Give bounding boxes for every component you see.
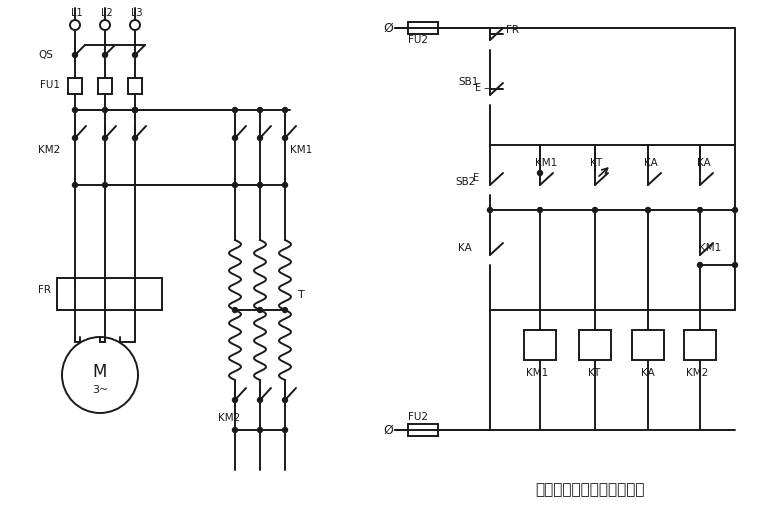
Text: KA: KA xyxy=(641,368,655,378)
Text: SB1: SB1 xyxy=(458,77,478,87)
Text: KA: KA xyxy=(697,158,711,168)
Circle shape xyxy=(73,135,77,141)
Circle shape xyxy=(698,263,703,267)
Text: FU2: FU2 xyxy=(408,35,428,45)
Bar xyxy=(408,424,438,436)
Text: SB2: SB2 xyxy=(455,177,475,187)
Bar xyxy=(68,78,82,94)
Circle shape xyxy=(62,337,138,413)
Circle shape xyxy=(283,428,287,432)
Circle shape xyxy=(232,428,238,432)
Circle shape xyxy=(73,107,77,113)
Circle shape xyxy=(232,182,238,188)
Circle shape xyxy=(232,307,238,313)
Text: Ø: Ø xyxy=(383,21,393,34)
Text: FU1: FU1 xyxy=(40,80,60,90)
Bar xyxy=(128,78,142,94)
Circle shape xyxy=(102,107,108,113)
Text: KA: KA xyxy=(644,158,658,168)
Text: L1: L1 xyxy=(71,8,83,18)
Circle shape xyxy=(232,398,238,403)
Circle shape xyxy=(102,182,108,188)
Circle shape xyxy=(257,428,263,432)
Circle shape xyxy=(646,207,650,213)
Circle shape xyxy=(283,182,287,188)
Text: KT: KT xyxy=(588,368,601,378)
Circle shape xyxy=(100,20,110,30)
Text: E: E xyxy=(475,83,481,93)
Bar xyxy=(684,330,716,360)
Circle shape xyxy=(232,107,238,113)
Circle shape xyxy=(102,53,108,57)
Text: KT: KT xyxy=(590,158,602,168)
Circle shape xyxy=(257,307,263,313)
Text: FR: FR xyxy=(38,285,51,295)
Text: KM2: KM2 xyxy=(218,413,240,423)
Circle shape xyxy=(283,307,287,313)
Circle shape xyxy=(538,207,542,213)
Circle shape xyxy=(733,207,737,213)
Circle shape xyxy=(283,107,287,113)
Text: T: T xyxy=(298,290,305,300)
Circle shape xyxy=(257,182,263,188)
Circle shape xyxy=(70,20,80,30)
Circle shape xyxy=(733,263,737,267)
Text: KA: KA xyxy=(458,243,471,253)
Bar xyxy=(98,78,112,94)
Bar xyxy=(632,330,664,360)
Text: M: M xyxy=(92,363,107,381)
Circle shape xyxy=(73,182,77,188)
Circle shape xyxy=(102,135,108,141)
Text: FR: FR xyxy=(506,25,519,35)
Text: KM1: KM1 xyxy=(526,368,549,378)
Bar xyxy=(524,330,556,360)
Circle shape xyxy=(232,135,238,141)
Circle shape xyxy=(283,398,287,403)
Text: E: E xyxy=(473,173,479,183)
Bar xyxy=(579,330,611,360)
Text: FU2: FU2 xyxy=(408,412,428,422)
Bar xyxy=(408,22,438,34)
Text: KM2: KM2 xyxy=(686,368,708,378)
Circle shape xyxy=(538,170,542,176)
Circle shape xyxy=(132,135,138,141)
Circle shape xyxy=(698,207,703,213)
Text: Ø: Ø xyxy=(383,424,393,437)
Text: QS: QS xyxy=(38,50,53,60)
Text: 3~: 3~ xyxy=(92,385,108,395)
Text: KM2: KM2 xyxy=(38,145,60,155)
Circle shape xyxy=(132,107,138,113)
Text: L3: L3 xyxy=(131,8,143,18)
Circle shape xyxy=(283,135,287,141)
Circle shape xyxy=(593,207,597,213)
Text: L2: L2 xyxy=(101,8,113,18)
Bar xyxy=(57,278,162,310)
Circle shape xyxy=(487,207,493,213)
Circle shape xyxy=(132,107,138,113)
Circle shape xyxy=(132,53,138,57)
Text: KM1: KM1 xyxy=(290,145,312,155)
Circle shape xyxy=(130,20,140,30)
Circle shape xyxy=(257,398,263,403)
Circle shape xyxy=(73,53,77,57)
Text: 自耦变压器减压起动制电路: 自耦变压器减压起动制电路 xyxy=(536,482,645,498)
Text: KM1: KM1 xyxy=(535,158,557,168)
Circle shape xyxy=(257,107,263,113)
Text: KM1: KM1 xyxy=(699,243,721,253)
Text: —: — xyxy=(484,83,494,93)
Circle shape xyxy=(257,135,263,141)
